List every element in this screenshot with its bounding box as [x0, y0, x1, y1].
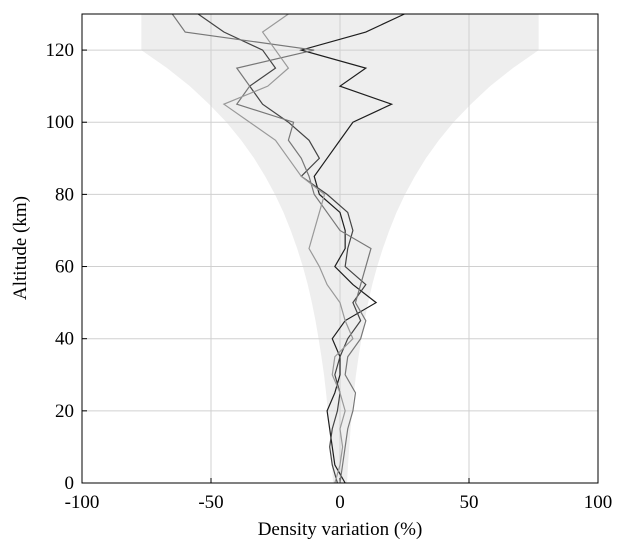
y-tick-label: 100: [46, 112, 75, 133]
y-tick-label: 80: [55, 184, 74, 205]
profile-line: [299, 13, 405, 484]
y-tick-label: 60: [55, 257, 74, 278]
x-tick-label: -100: [65, 492, 100, 513]
x-tick-label: 50: [460, 492, 479, 513]
plot-area: -100 -50 0 50 100 0 20 40 60 80 100 120: [46, 13, 613, 513]
profile-line: [171, 13, 372, 484]
y-tick-label: 120: [46, 40, 75, 61]
x-tick-label: 0: [335, 492, 345, 513]
x-tick-label: 100: [584, 492, 613, 513]
y-axis-label: Altitude (km): [10, 196, 31, 300]
profile-line: [222, 13, 354, 484]
y-tick-label: 20: [55, 401, 74, 422]
y-tick-label: 40: [55, 329, 74, 350]
y-tick-label: 0: [65, 473, 75, 494]
x-tick-label: -50: [198, 492, 223, 513]
plot-frame: [81, 13, 599, 484]
x-axis-label: Density variation (%): [258, 519, 423, 540]
